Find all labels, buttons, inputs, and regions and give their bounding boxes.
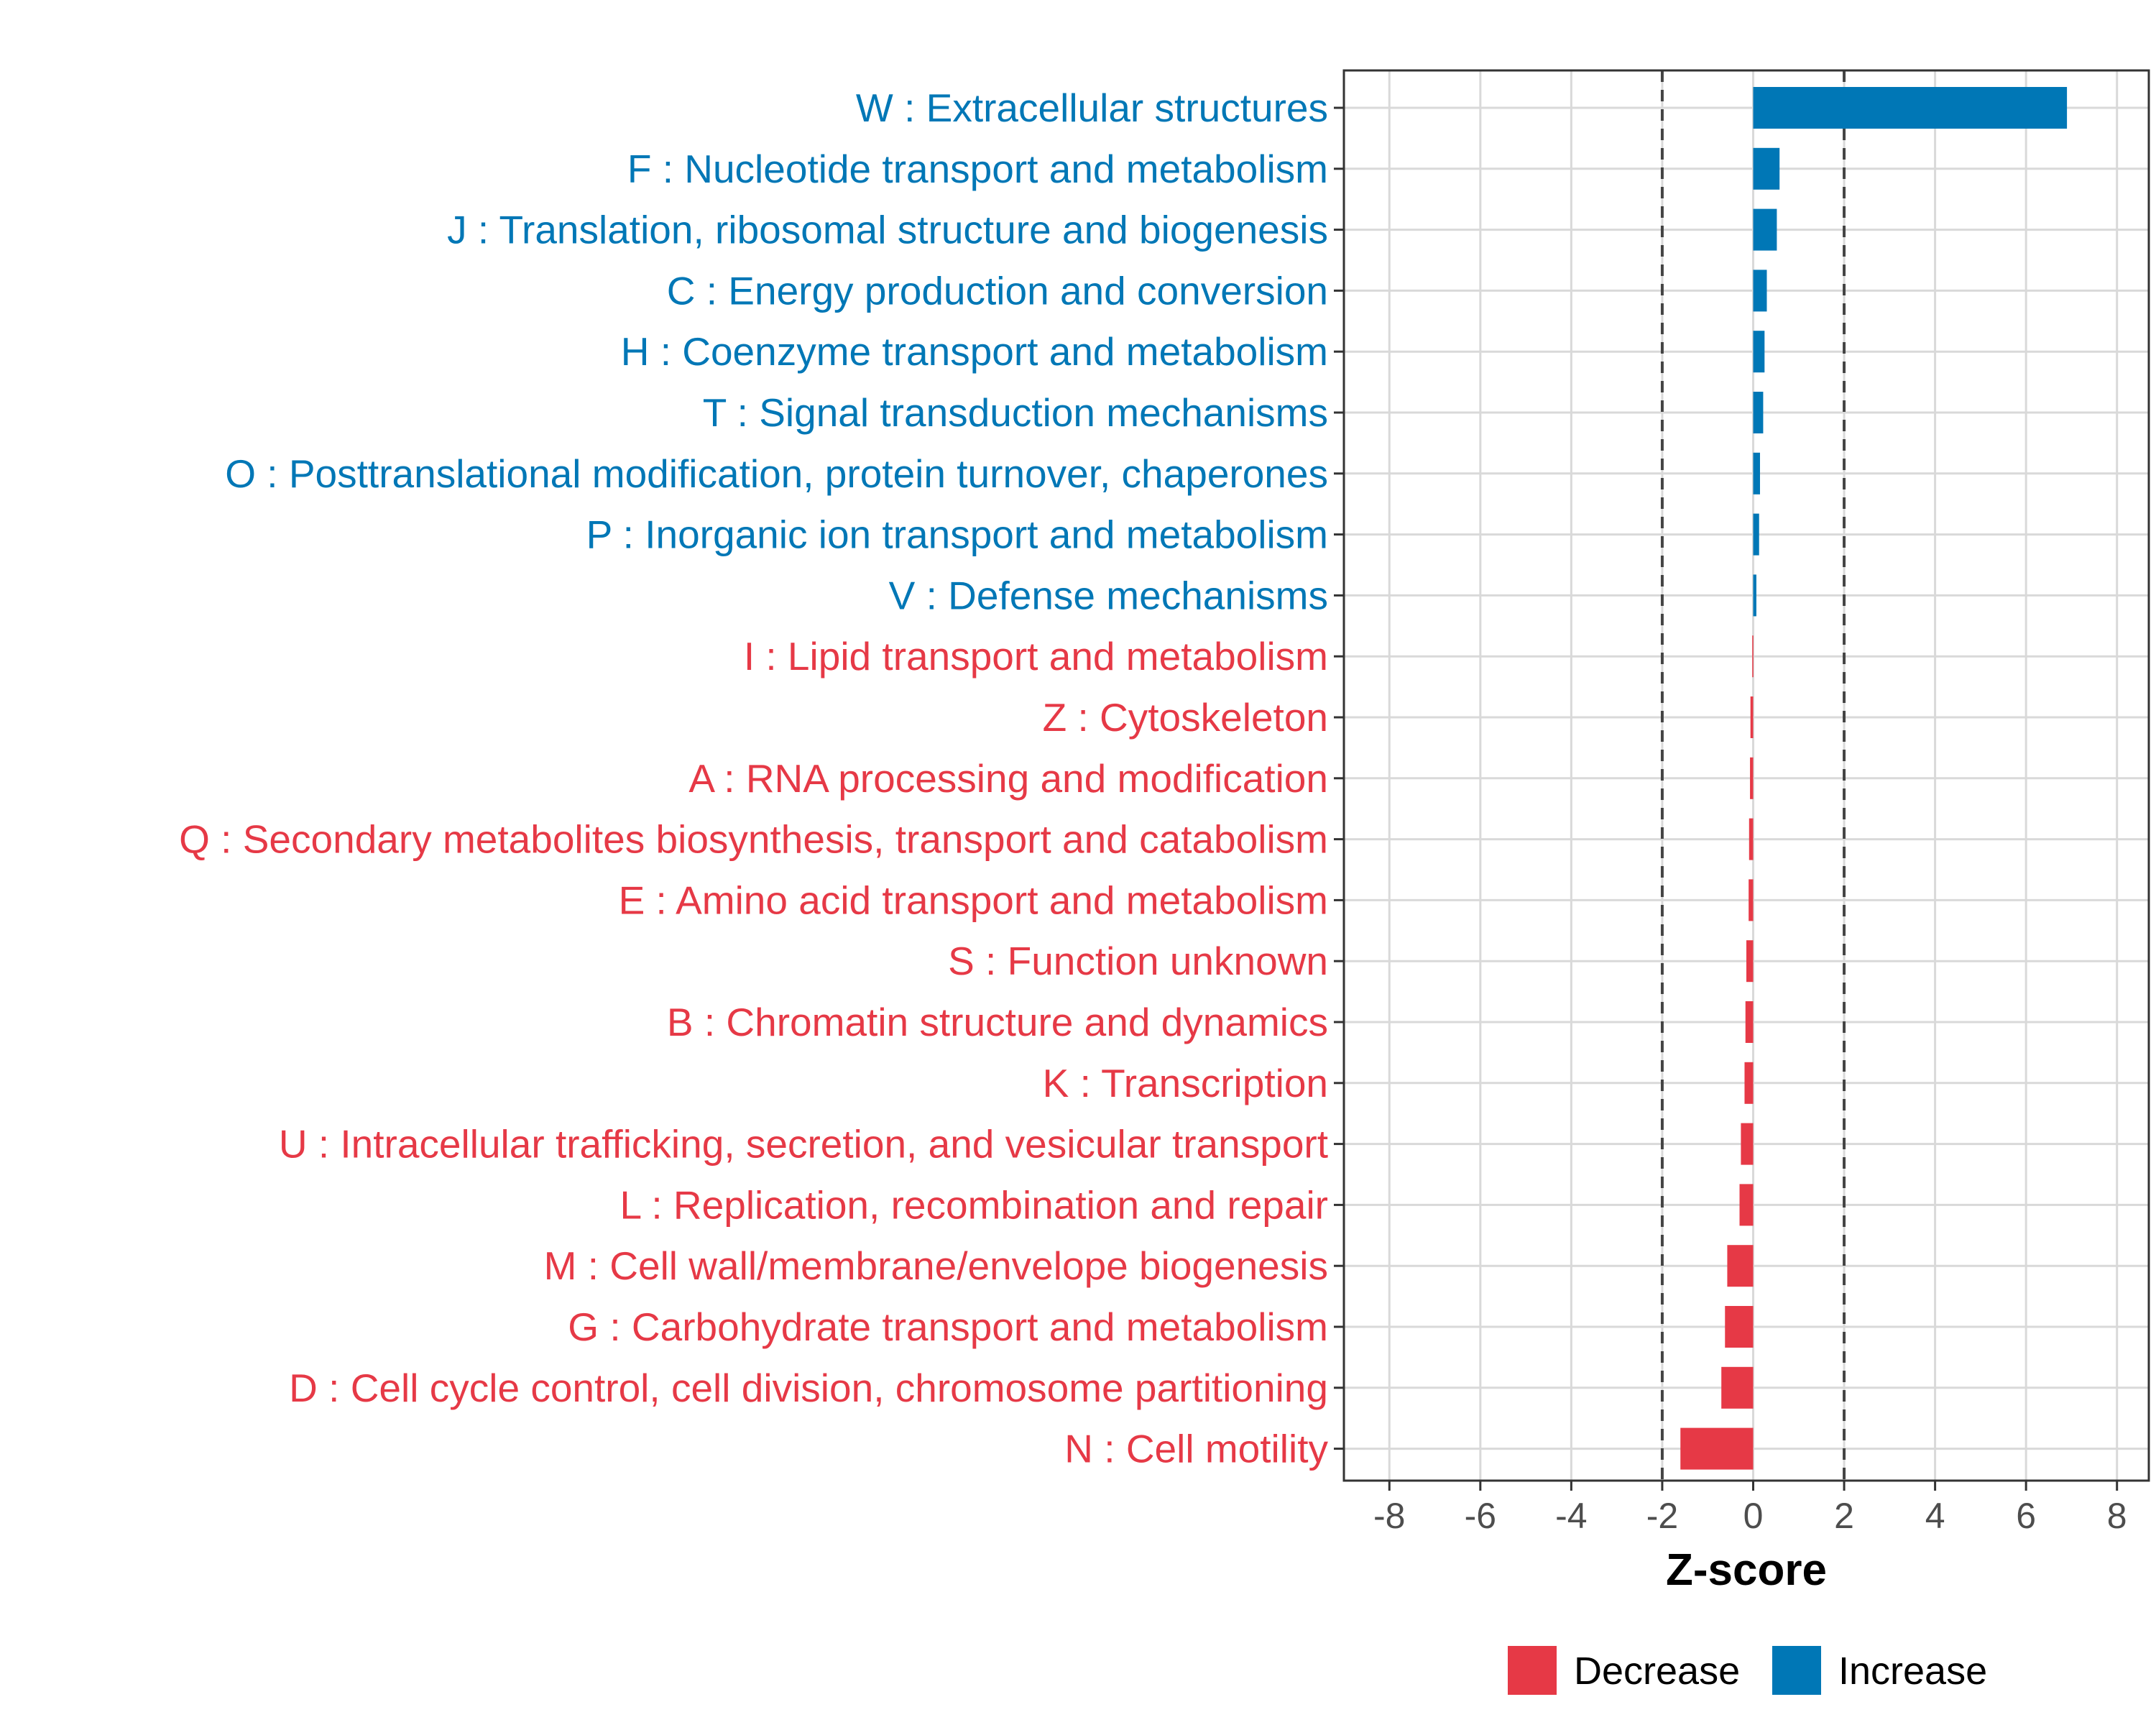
bar-t	[1753, 392, 1764, 433]
bar-g	[1725, 1306, 1754, 1348]
category-label: F : Nucleotide transport and metabolism	[627, 147, 1328, 191]
bar-p	[1753, 513, 1759, 556]
bar-c	[1753, 270, 1767, 312]
bar-s	[1746, 940, 1754, 983]
bar-d	[1721, 1366, 1754, 1409]
plot-panel-border	[1342, 69, 2150, 1482]
category-label: Q : Secondary metabolites biosynthesis, …	[179, 817, 1328, 862]
bar-q	[1749, 818, 1754, 860]
category-label: L : Replication, recombination and repai…	[620, 1182, 1328, 1227]
category-label: Z : Cytoskeleton	[1043, 695, 1328, 740]
bar-l	[1739, 1184, 1754, 1226]
bar-o	[1753, 452, 1760, 494]
x-tick-label: 0	[1743, 1496, 1764, 1536]
bar-w	[1753, 87, 2068, 129]
category-label: T : Signal transduction mechanisms	[703, 390, 1328, 435]
reference-lines	[1660, 70, 1846, 1481]
x-axis-title: Z-score	[1666, 1545, 1827, 1595]
category-label: W : Extracellular structures	[856, 86, 1328, 130]
x-tick-label: 4	[1925, 1496, 1945, 1536]
category-label: C : Energy production and conversion	[667, 268, 1328, 313]
bar-k	[1744, 1062, 1754, 1104]
category-label: J : Translation, ribosomal structure and…	[447, 208, 1328, 252]
category-labels: W : Extracellular structures F : Nucleoti…	[179, 86, 1328, 1471]
category-label: P : Inorganic ion transport and metaboli…	[586, 512, 1328, 557]
bar-e	[1749, 879, 1754, 921]
bar-f	[1753, 147, 1780, 190]
category-label: B : Chromatin structure and dynamics	[667, 1000, 1328, 1044]
bar-z	[1750, 696, 1754, 738]
bar-v	[1753, 574, 1756, 617]
bar-j	[1753, 208, 1777, 251]
legend: Decrease Increase	[1508, 1646, 1987, 1695]
category-label: A : RNA processing and modification	[688, 756, 1328, 801]
grid	[1344, 70, 2149, 1481]
legend-label-decrease: Decrease	[1574, 1650, 1740, 1693]
bar-a	[1750, 757, 1754, 799]
category-label: G : Carbohydrate transport and metabolis…	[568, 1305, 1328, 1349]
legend-swatch-decrease	[1508, 1646, 1557, 1695]
x-tick-label: -6	[1465, 1496, 1496, 1536]
x-tick-label: 2	[1834, 1496, 1854, 1536]
category-label: M : Cell wall/membrane/envelope biogenes…	[544, 1243, 1328, 1288]
x-tick-label: -4	[1555, 1496, 1587, 1536]
category-label: D : Cell cycle control, cell division, c…	[289, 1366, 1328, 1410]
bars	[1680, 87, 2068, 1470]
category-label: V : Defense mechanisms	[889, 573, 1328, 617]
bar-u	[1741, 1123, 1754, 1165]
bar-b	[1745, 1001, 1754, 1043]
category-label: H : Coenzyme transport and metabolism	[621, 329, 1328, 374]
category-label: N : Cell motility	[1064, 1427, 1328, 1471]
legend-swatch-increase	[1772, 1646, 1821, 1695]
category-label: O : Posttranslational modification, prot…	[225, 451, 1328, 496]
bar-i	[1752, 635, 1754, 678]
x-tick-label: -2	[1646, 1496, 1678, 1536]
category-label: K : Transcription	[1043, 1061, 1328, 1105]
category-label: S : Function unknown	[948, 939, 1328, 983]
category-label: I : Lipid transport and metabolism	[744, 634, 1328, 678]
bar-n	[1680, 1427, 1754, 1470]
x-axis-ticks: -8 -6 -4 -2 0 2 4 6 8	[1373, 1481, 2127, 1536]
bar-m	[1727, 1245, 1754, 1287]
legend-label-increase: Increase	[1838, 1650, 1987, 1693]
category-label: U : Intracellular trafficking, secretion…	[279, 1122, 1328, 1167]
x-tick-label: 6	[2016, 1496, 2036, 1536]
x-tick-label: 8	[2107, 1496, 2127, 1536]
x-tick-label: -8	[1373, 1496, 1405, 1536]
y-axis-ticks	[1334, 106, 1344, 1450]
category-label: E : Amino acid transport and metabolism	[619, 878, 1328, 922]
bar-h	[1753, 331, 1765, 373]
